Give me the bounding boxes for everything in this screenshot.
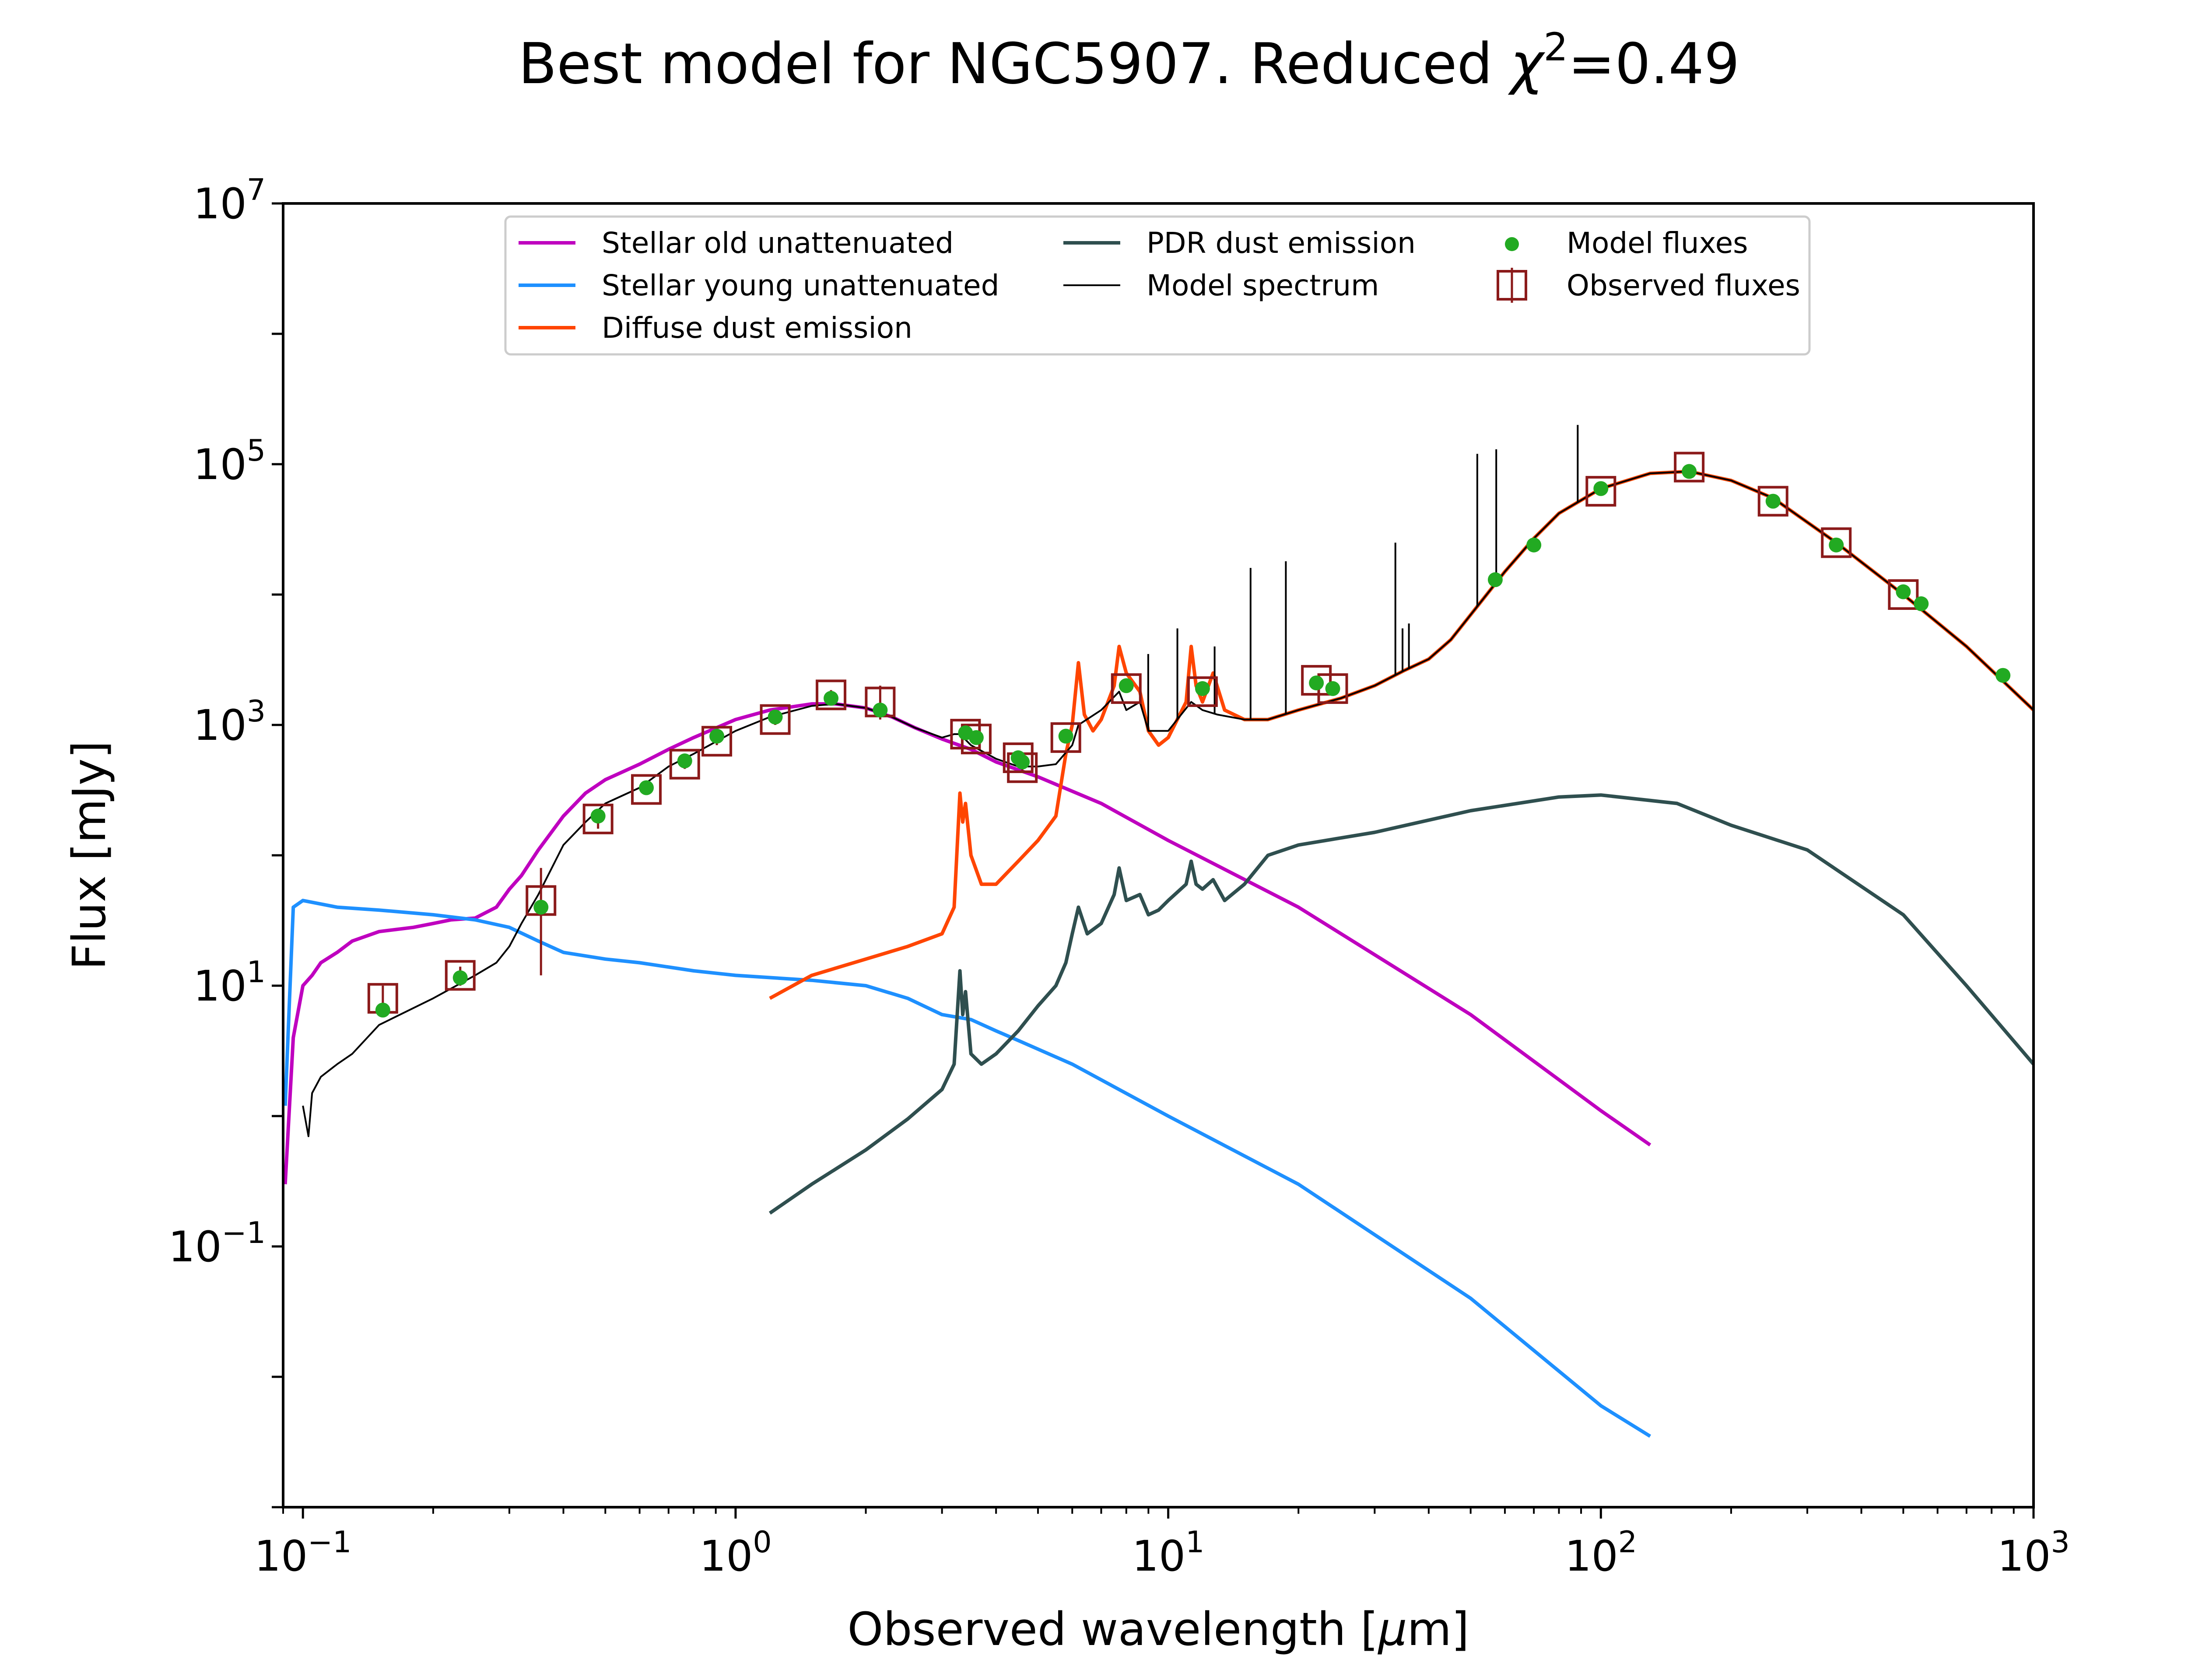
model-flux-27 [1995,668,2011,683]
model-flux-5 [677,753,692,769]
legend: Stellar old unattenuated Stellar young un… [504,215,1811,356]
series-line-3 [768,793,2034,1215]
ticks-layer: 10−1 100 101 102 103 10−1 101 103 105 107 [168,173,2070,1581]
y-axis-title: Flux [mJy] [63,741,116,970]
model-flux-8 [824,691,839,706]
model-flux-2 [533,900,549,915]
observed-flux-1 [445,960,476,991]
model-flux-3 [590,808,606,824]
model-flux-26 [1914,596,1929,612]
model-flux-1 [452,970,468,985]
model-flux-7 [768,709,783,724]
legend-swatch-model-fluxes [1505,237,1519,251]
x-tick-label-3: 102 [1565,1525,1637,1581]
x-tick-label-1: 100 [699,1525,771,1581]
series-layer [283,469,2034,1438]
model-flux-18 [1325,681,1340,696]
legend-label-3: PDR dust emission [1147,226,1416,260]
model-flux-13 [1015,754,1030,770]
x-axis-title: Observed wavelength [μm] [848,1603,1469,1656]
legend-label-observed-fluxes: Observed fluxes [1567,269,1800,302]
observed-flux-4 [631,774,662,805]
legend-label-4: Model spectrum [1147,269,1379,302]
y-tick-label-0: 10−1 [168,1216,266,1271]
model-flux-9 [873,703,888,718]
model-flux-25 [1896,584,1911,599]
model-flux-20 [1526,537,1542,553]
observed-flux-3 [582,803,614,834]
observed-flux-21 [1757,486,1788,517]
y-tick-label-1: 101 [193,955,266,1011]
chart-title: Best model for NGC5907. Reduced χ2=0.49 [519,24,1740,97]
series-line-4 [302,470,2034,1138]
observed-flux-5 [669,749,700,780]
observed-flux-14 [1050,722,1081,753]
observed-flux-20 [1674,452,1705,483]
observed-flux-7 [760,704,791,735]
legend-label-1: Stellar young unattenuated [602,269,999,302]
y-tick-label-2: 103 [193,694,266,750]
model-flux-24 [1829,537,1844,553]
emission-lines-layer [1147,425,1579,731]
legend-label-2: Diffuse dust emission [602,311,912,345]
observed-flux-16 [1187,676,1218,707]
x-tick-label-0: 10−1 [254,1525,351,1581]
model-flux-21 [1593,481,1609,496]
legend-label-0: Stellar old unattenuated [602,226,954,260]
y-tick-label-4: 107 [193,173,266,228]
series-line-1 [283,899,1652,1438]
model-flux-16 [1195,681,1210,696]
observed-flux-19 [1585,476,1616,507]
observed-flux-17 [1301,665,1332,696]
legend-label-model-fluxes: Model fluxes [1567,226,1748,260]
model-flux-22 [1682,464,1697,479]
legend-swatch-observed-fluxes [1497,270,1527,301]
points-layer [367,452,2011,1018]
model-flux-14 [1058,728,1073,744]
observed-flux-8 [816,679,847,710]
model-flux-23 [1765,494,1781,509]
observed-flux-22 [1821,527,1852,558]
x-tick-label-2: 101 [1132,1525,1204,1581]
y-tick-label-3: 105 [193,434,266,489]
observed-flux-12 [1003,742,1034,774]
x-tick-label-4: 103 [1997,1525,2069,1581]
legend-box [504,215,1811,356]
model-flux-6 [709,728,725,744]
model-flux-4 [639,780,654,795]
model-flux-19 [1487,572,1503,588]
model-flux-15 [1119,678,1134,693]
model-flux-17 [1309,675,1324,690]
model-flux-11 [968,730,984,745]
observed-flux-23 [1888,579,1919,610]
observed-flux-15 [1111,673,1142,704]
model-flux-0 [375,1002,390,1018]
observed-flux-6 [701,726,733,757]
